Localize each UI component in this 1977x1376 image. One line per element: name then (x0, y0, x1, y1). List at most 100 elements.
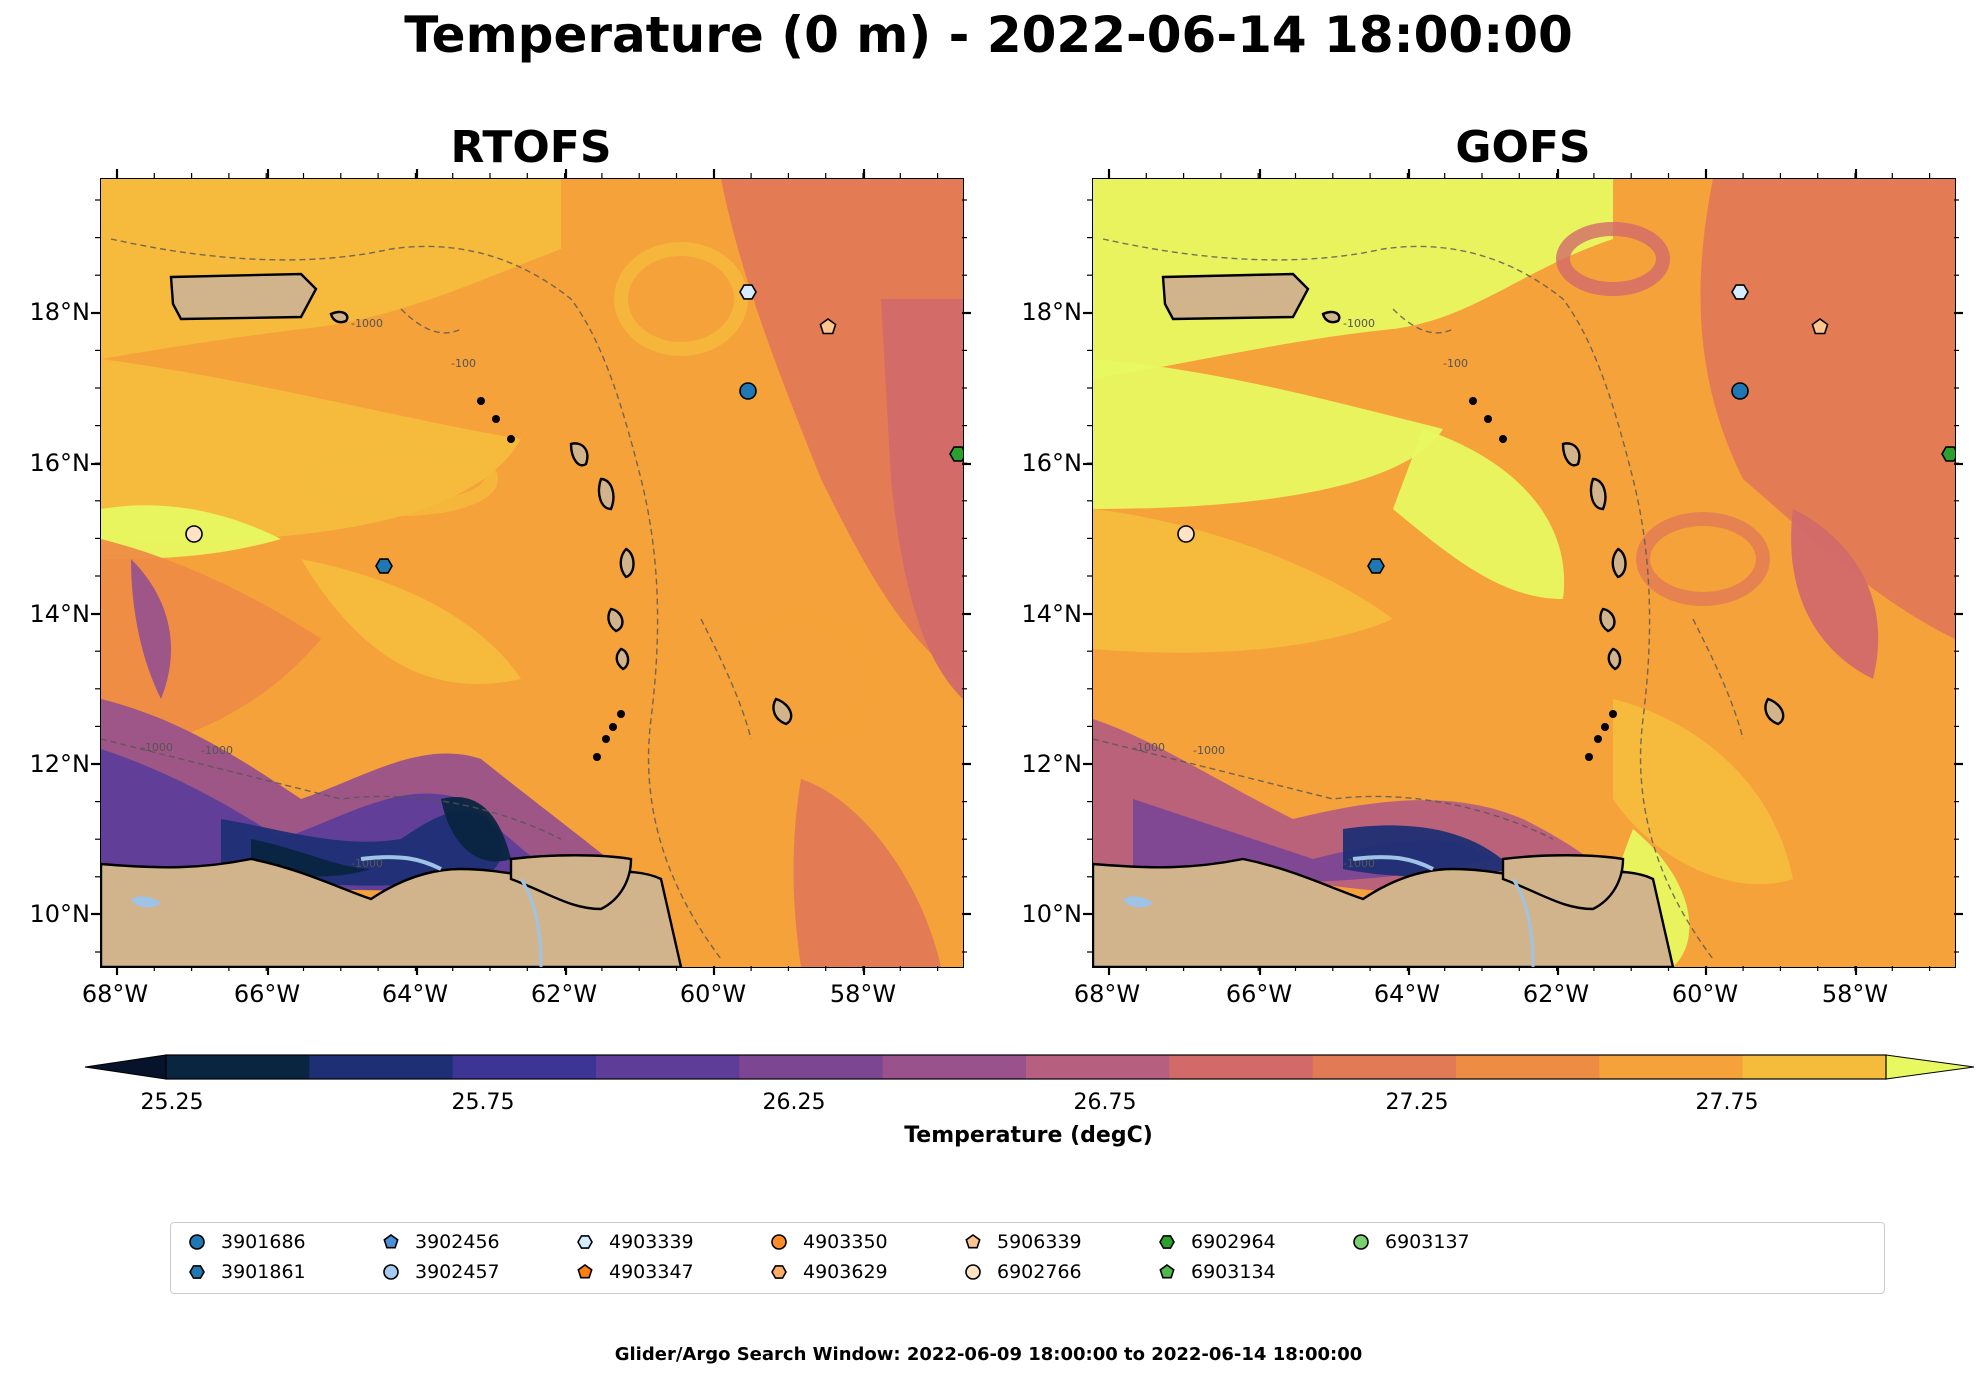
rtofs-temperature-field: -1000 -100 -1000 -1000 -1000 (101, 179, 963, 967)
colorbar-under-extension (84, 1054, 167, 1080)
lon-label-left-60: 60°W (679, 980, 747, 1008)
lon-label-right-62: 62°W (1522, 980, 1590, 1008)
eddy (724, 612, 878, 746)
colorbar-segment (309, 1055, 454, 1079)
legend-item-4903629: 4903629 (769, 1259, 888, 1285)
bathymetry-contour (1102, 238, 1714, 960)
legend-marker-shape (965, 1234, 981, 1249)
land (1764, 697, 1785, 726)
float-marker-3901861 (375, 558, 393, 574)
legend-marker-hexagon-icon (577, 1235, 593, 1249)
temperature-region (793, 779, 941, 967)
legend-marker-shape (383, 1234, 399, 1249)
float-marker-6902766 (1177, 525, 1195, 543)
legend-marker-circle-icon (1353, 1234, 1369, 1250)
lat-label-right-18: 18°N (1021, 298, 1083, 326)
lon-label-left-58: 58°W (829, 980, 897, 1008)
land (1589, 477, 1607, 511)
lon-label-right-68: 68°W (1073, 980, 1141, 1008)
float-marker-5906339 (819, 318, 837, 335)
colorbar-label: Temperature (degC) (904, 1123, 1153, 1148)
colorbar-segment (452, 1055, 597, 1079)
lat-label-left-12: 12°N (29, 750, 91, 778)
colorbar-segment (1169, 1055, 1314, 1079)
legend-marker-pentagon-icon (965, 1234, 981, 1249)
legend-item-3902457: 3902457 (381, 1259, 500, 1285)
lon-label-right-66: 66°W (1225, 980, 1293, 1008)
temperature-region (1791, 509, 1879, 679)
legend-marker-circle-icon (771, 1234, 787, 1250)
shelf-water (1352, 855, 1434, 871)
map-rtofs: -1000 -100 -1000 -1000 -1000 (100, 178, 964, 968)
temperature-region (1343, 825, 1513, 877)
legend-label: 4903347 (609, 1261, 694, 1283)
panel-title-gofs: GOFS (1455, 122, 1591, 173)
lon-label-left-68: 68°W (81, 980, 149, 1008)
bathymetry-contour (700, 618, 752, 740)
lat-label-right-10: 10°N (1021, 900, 1083, 928)
colorbar-tick-25-25: 25.25 (140, 1090, 204, 1115)
contour-label: -100 (451, 357, 476, 370)
land (772, 697, 793, 726)
legend-marker-shape (189, 1265, 205, 1279)
map-gofs: -1000 -100 -1000 -1000 -1000 (1092, 178, 1956, 968)
contour-label: -1000 (351, 857, 383, 870)
legend-label: 3902456 (415, 1231, 500, 1253)
float-marker-3901861 (1367, 558, 1385, 574)
contour-label: -1000 (1133, 741, 1165, 754)
small-island (609, 723, 617, 731)
legend-marker-shape (1353, 1234, 1369, 1250)
colorbar-tick-26-75: 26.75 (1073, 1090, 1137, 1115)
legend-marker-shape (577, 1264, 593, 1279)
eddy (1726, 312, 1840, 486)
colorbar-outline (165, 1054, 1887, 1080)
land (1561, 442, 1581, 467)
colorbar-segment (739, 1055, 884, 1079)
contour-label: -100 (1443, 357, 1468, 370)
temperature-region (1393, 429, 1565, 599)
legend-item-5906339: 5906339 (963, 1229, 1082, 1255)
colorbar-segment (1312, 1055, 1457, 1079)
search-window-footer: Glider/Argo Search Window: 2022-06-09 18… (614, 1344, 1363, 1365)
lat-label-left-16: 16°N (29, 449, 91, 477)
land (169, 272, 318, 321)
float-marker-6902766 (185, 525, 203, 543)
bathymetry-contour (110, 238, 722, 960)
contour-label: -1000 (351, 317, 383, 330)
legend-label: 3902457 (415, 1261, 500, 1283)
colorbar (84, 1054, 1975, 1080)
legend-marker-hexagon-icon (1159, 1235, 1175, 1249)
legend-marker-shape (965, 1264, 981, 1280)
legend-label: 4903350 (803, 1231, 888, 1253)
legend-marker-pentagon-icon (577, 1264, 593, 1279)
lake (131, 896, 161, 908)
colorbar-segment (1456, 1055, 1600, 1079)
legend-marker-shape (771, 1234, 787, 1250)
legend-label: 6902766 (997, 1261, 1082, 1283)
land (1611, 547, 1627, 579)
lat-label-right-12: 12°N (1021, 750, 1083, 778)
legend-marker-hexagon-icon (189, 1265, 205, 1279)
temperature-region (301, 559, 521, 684)
small-island (1601, 723, 1609, 731)
land (615, 647, 630, 671)
colorbar-over-extension (1885, 1054, 1975, 1080)
legend-label: 5906339 (997, 1231, 1082, 1253)
float-legend: 3901686 3901861 3902456 3902457 4903339 49033… (170, 1222, 1885, 1294)
temperature-region (1093, 509, 1393, 653)
temperature-region (101, 359, 521, 541)
legend-marker-shape (189, 1234, 205, 1250)
gofs-temperature-field: -1000 -100 -1000 -1000 -1000 (1093, 179, 1955, 967)
legend-item-4903339: 4903339 (575, 1229, 694, 1255)
colorbar-segment (1742, 1055, 1887, 1079)
legend-label: 6903134 (1191, 1261, 1276, 1283)
land (1501, 854, 1625, 911)
eddy (614, 242, 748, 356)
contour-label: -1000 (1193, 744, 1225, 757)
colorbar-tick-27-25: 27.25 (1385, 1090, 1449, 1115)
land (597, 477, 615, 511)
float-marker-3901686 (739, 382, 757, 400)
main-title: Temperature (0 m) - 2022-06-14 18:00:00 (404, 6, 1573, 64)
float-marker-4903339 (739, 284, 757, 300)
